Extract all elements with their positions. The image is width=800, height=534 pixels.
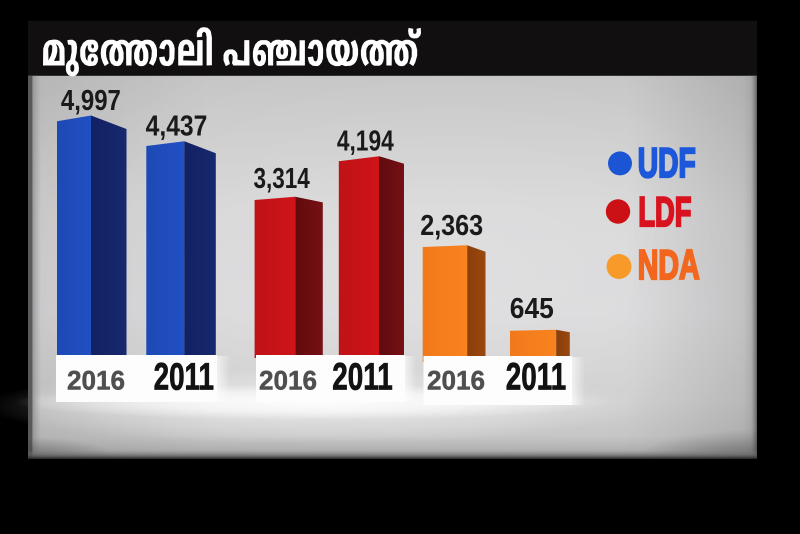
svg-text:2016: 2016 xyxy=(427,366,485,396)
svg-text:LDF: LDF xyxy=(638,188,691,235)
svg-text:2016: 2016 xyxy=(67,366,125,396)
svg-text:2,363: 2,363 xyxy=(420,210,483,242)
svg-text:4,194: 4,194 xyxy=(337,126,394,158)
svg-text:UDF: UDF xyxy=(638,139,696,186)
svg-text:NDA: NDA xyxy=(638,241,700,288)
svg-text:3,314: 3,314 xyxy=(253,163,309,195)
svg-text:2011: 2011 xyxy=(506,357,566,399)
svg-text:4,437: 4,437 xyxy=(146,111,208,143)
svg-text:2011: 2011 xyxy=(154,357,214,399)
svg-text:645: 645 xyxy=(510,293,554,325)
svg-text:2016: 2016 xyxy=(259,366,317,396)
svg-text:4,997: 4,997 xyxy=(61,85,121,117)
svg-text:2011: 2011 xyxy=(332,357,392,399)
